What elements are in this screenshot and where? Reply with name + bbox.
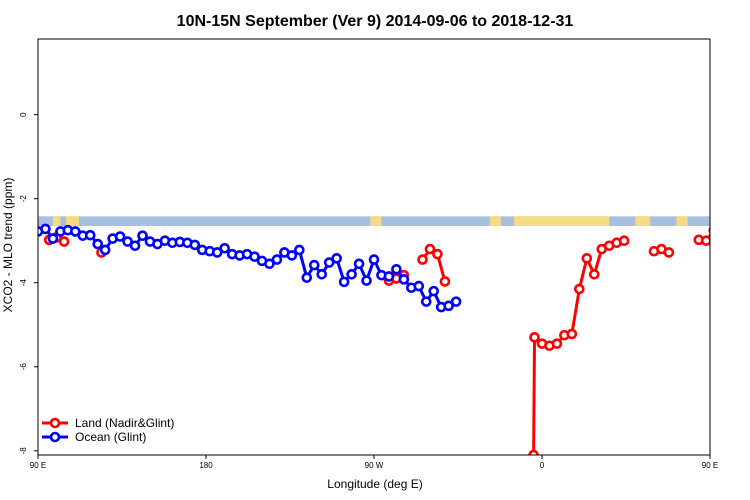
series-0-point-4-8: [581, 253, 593, 264]
series-0-point-4-6: [566, 328, 578, 340]
series-1-point-0-13: [129, 240, 141, 252]
series-0-point-4-9: [588, 269, 600, 280]
series-1-point-0-21: [189, 239, 201, 251]
map-land-4: [514, 216, 610, 226]
series-layer: [38, 223, 736, 455]
series-0-point-3-3: [439, 276, 451, 287]
series-1-point-0-29: [249, 251, 260, 262]
y-tick-label-1: -2: [19, 195, 28, 203]
x-tick-label-4: 90 E: [702, 461, 718, 470]
series-1-point-0-2: [47, 233, 59, 244]
series-0-point-4-1: [529, 332, 540, 343]
series-1-point-0-42: [346, 269, 357, 280]
x-axis-label: Longitude (deg E): [327, 477, 422, 491]
series-1-point-0-35: [294, 244, 305, 256]
x-tick-label-0: 90 E: [30, 461, 46, 470]
series-1-point-0-55: [443, 300, 454, 312]
series-1-point-0-34: [286, 250, 298, 261]
series-1-point-0-24: [211, 247, 223, 258]
series-1-point-0-32: [271, 254, 283, 265]
legend-marker-0: [49, 417, 61, 429]
series-1-point-0-36: [301, 272, 313, 283]
series-1-point-0-39: [323, 257, 335, 268]
series-0-point-4-7: [574, 283, 585, 295]
series-1-point-0-48: [391, 263, 402, 275]
series-0-point-6-2: [708, 226, 710, 234]
series-1-point-0-5: [70, 226, 81, 237]
series-1-point-0-45: [368, 254, 380, 265]
series-1-point-0-40: [331, 253, 342, 264]
series-1-point-0-56: [450, 296, 462, 307]
series-1-point-0-51: [413, 280, 425, 292]
series-0-point-4-13: [618, 235, 630, 246]
series-0-point-3-0: [417, 254, 428, 265]
map-land-6: [676, 216, 688, 226]
y-tick-label-3: -6: [19, 363, 28, 371]
series-0-point-4-0: [528, 449, 539, 455]
series-0-point-4-4: [551, 338, 563, 349]
series-1-point-0-31: [264, 258, 275, 270]
series-0-point-5-2: [663, 247, 675, 258]
series-0-point-3-1: [424, 243, 436, 255]
series-1-point-0-25: [219, 242, 230, 254]
series-1-point-0-43: [353, 258, 365, 270]
series-1-point-0-52: [420, 296, 432, 307]
series-1-point-0-11: [114, 231, 126, 242]
y-axis: 0 -2 -4 -6 -8: [19, 112, 38, 454]
legend: Land (Nadir&Glint)Ocean (Glint): [42, 416, 174, 444]
map-land-7: [710, 216, 717, 226]
series-1-point-0-44: [361, 275, 372, 286]
y-tick-label-2: -4: [19, 279, 28, 287]
legend-label-1: Ocean (Glint): [75, 430, 146, 444]
x-axis: 90 E 180 90 W 0 90 E: [30, 455, 718, 470]
map-strip: [38, 216, 717, 226]
series-1-point-0-14: [137, 230, 148, 241]
legend-marker-1: [49, 431, 61, 443]
series-1-point-0-38: [316, 269, 328, 280]
series-1-point-0-1: [40, 223, 51, 235]
map-land-0: [52, 216, 61, 226]
series-0-point-3-2: [432, 248, 443, 260]
series-0-point-6-1: [700, 235, 710, 246]
x-tick-label-2: 90 W: [365, 461, 384, 470]
series-1-point-0-41: [338, 276, 350, 288]
series-1-point-0-49: [398, 274, 410, 285]
series-1-point-0-47: [383, 271, 395, 282]
series-0-point-7-0: [728, 248, 736, 256]
map-land-2: [370, 216, 382, 226]
x-tick-label-1: 180: [199, 461, 213, 470]
x-tick-label-3: 0: [540, 461, 545, 470]
series-1-point-0-9: [99, 244, 111, 256]
legend-label-0: Land (Nadir&Glint): [75, 416, 174, 430]
series-1-point-0-12: [122, 236, 133, 247]
series-1-point-0-53: [428, 285, 440, 297]
series-1-point-0-7: [84, 229, 96, 241]
series-1-point-0-37: [308, 259, 320, 271]
y-tick-label-4: -8: [19, 447, 28, 455]
map-land-1: [66, 216, 80, 226]
series-0-point-0-2: [58, 236, 70, 247]
y-axis-label: XCO2 - MLO trend (ppm): [1, 178, 15, 313]
chart-title: 10N-15N September (Ver 9) 2014-09-06 to …: [177, 13, 574, 30]
y-tick-label-0: 0: [19, 112, 28, 117]
map-land-3: [489, 216, 501, 226]
series-1-point-0-8: [92, 238, 104, 250]
map-land-5: [635, 216, 651, 226]
